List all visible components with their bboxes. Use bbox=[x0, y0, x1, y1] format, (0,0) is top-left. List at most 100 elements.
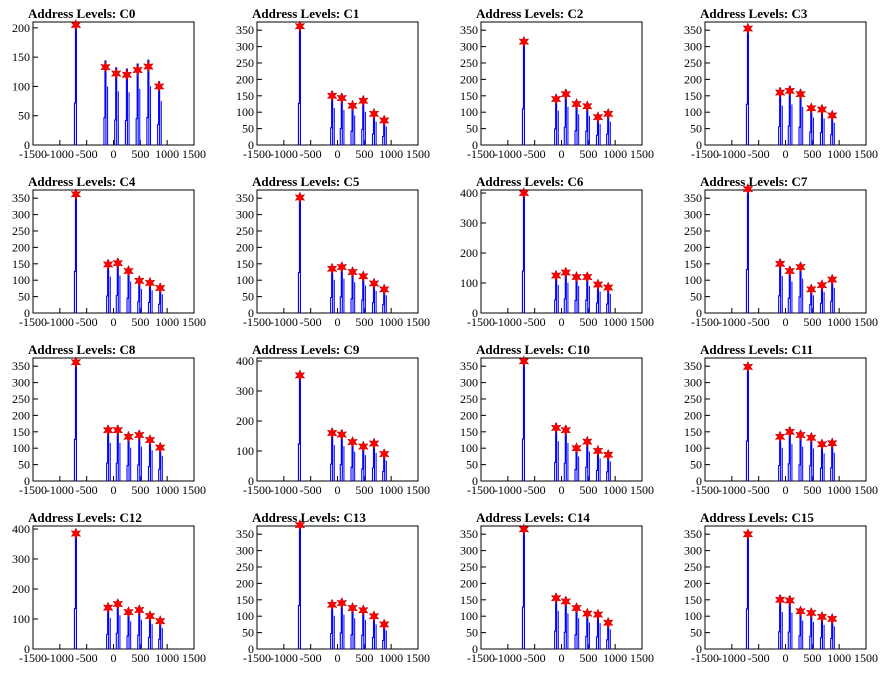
plot-frame bbox=[480, 357, 643, 482]
peak-marker bbox=[154, 441, 166, 454]
y-tick-label: 350 bbox=[236, 527, 254, 541]
x-tick-label: -1500 bbox=[691, 147, 719, 161]
peak-marker bbox=[805, 102, 817, 115]
peak-marker bbox=[336, 596, 348, 610]
spike-bar bbox=[330, 91, 334, 145]
peak-marker bbox=[784, 264, 796, 278]
y-tick-label: 250 bbox=[236, 224, 254, 238]
x-tick-label: 1500 bbox=[854, 315, 878, 329]
y-tick-label: 200 bbox=[236, 72, 254, 86]
peak-marker bbox=[805, 606, 817, 620]
spike-bar bbox=[778, 595, 782, 649]
peak-marker bbox=[774, 86, 786, 99]
chart-panel: Address Levels: C9 0 100 200 300 400 -1500-100… bbox=[236, 342, 430, 497]
peak-marker bbox=[795, 605, 806, 618]
x-tick-label: 1000 bbox=[379, 147, 403, 161]
x-tick-label: 0 bbox=[559, 315, 565, 329]
peak-marker bbox=[742, 22, 754, 35]
peak-marker bbox=[784, 84, 796, 98]
y-tick-label: 250 bbox=[236, 560, 254, 574]
peak-marker bbox=[347, 601, 358, 615]
x-tick-label: 1000 bbox=[827, 483, 851, 497]
y-tick-label: 100 bbox=[12, 612, 30, 626]
x-tick-label: 500 bbox=[579, 651, 597, 665]
chart-title: Address Levels: C4 bbox=[28, 174, 136, 189]
chart-panel: Address Levels: C3 0 50 100 150 200 250 300 350 -… bbox=[684, 6, 878, 161]
y-tick-label: 200 bbox=[460, 72, 478, 86]
y-tick-label: 200 bbox=[684, 408, 702, 422]
peak-marker bbox=[550, 269, 562, 282]
plot-frame bbox=[480, 525, 643, 650]
chart-panel: Address Levels: C14 0 50 100 150 200 250 300 350… bbox=[460, 510, 654, 665]
y-tick-label: 150 bbox=[460, 425, 478, 439]
peak-marker bbox=[112, 256, 124, 270]
y-tick-label: 50 bbox=[18, 290, 30, 304]
chart-panel: Address Levels: C7 0 50 100 150 200 250 300 350 -… bbox=[684, 174, 878, 329]
chart-title: Address Levels: C0 bbox=[28, 6, 135, 21]
peak-marker bbox=[326, 426, 338, 440]
plot-frame bbox=[256, 357, 419, 482]
y-tick-label: 150 bbox=[12, 257, 30, 271]
peak-marker bbox=[826, 612, 838, 625]
peak-marker bbox=[112, 424, 124, 437]
x-tick-label: -1500 bbox=[467, 147, 495, 161]
chart-panel: Address Levels: C4 0 50 100 150 200 250 300 350 -… bbox=[12, 174, 206, 329]
x-tick-label: 1500 bbox=[182, 315, 206, 329]
spike-bar bbox=[778, 259, 782, 313]
y-tick-label: 50 bbox=[466, 458, 478, 472]
chart-panel: Address Levels: C13 0 50 100 150 200 250 300 350… bbox=[236, 510, 430, 665]
spike-bar bbox=[798, 89, 802, 145]
x-tick-label: -1500 bbox=[19, 315, 47, 329]
x-tick-label: 500 bbox=[355, 651, 373, 665]
x-tick-label: -1500 bbox=[19, 651, 47, 665]
x-tick-label: -500 bbox=[524, 147, 546, 161]
spike-bar bbox=[157, 81, 161, 145]
x-tick-label: -500 bbox=[748, 651, 770, 665]
x-tick-label: 500 bbox=[803, 483, 821, 497]
chart-panel: Address Levels: C11 0 50 100 150 200 250 300 350… bbox=[684, 342, 878, 497]
x-tick-label: 1000 bbox=[155, 483, 179, 497]
spike-bar bbox=[73, 24, 77, 145]
plot-frame bbox=[480, 189, 643, 314]
x-tick-label: 1000 bbox=[379, 483, 403, 497]
y-tick-label: 50 bbox=[690, 626, 702, 640]
x-tick-label: -1000 bbox=[270, 147, 298, 161]
spike-bar bbox=[297, 374, 301, 481]
y-tick-label: 100 bbox=[236, 105, 254, 119]
spike-bar bbox=[745, 533, 749, 649]
x-tick-label: -1000 bbox=[46, 147, 74, 161]
peak-marker bbox=[294, 20, 306, 33]
x-tick-label: 1000 bbox=[827, 651, 851, 665]
peak-marker bbox=[368, 277, 380, 290]
x-tick-label: 1500 bbox=[854, 147, 878, 161]
y-tick-label: 50 bbox=[18, 109, 30, 123]
peak-marker bbox=[560, 88, 572, 101]
chart-panel: Address Levels: C10 0 50 100 150 200 250 300 350… bbox=[460, 342, 654, 497]
x-tick-label: -1500 bbox=[691, 651, 719, 665]
peak-marker bbox=[571, 601, 582, 615]
peak-marker bbox=[784, 594, 796, 607]
peak-marker bbox=[294, 518, 306, 532]
chart-panel: Address Levels: C5 0 50 100 150 200 250 300 350 -… bbox=[236, 174, 430, 329]
chart-panel: Address Levels: C6 0 100 200 300 400 -1500-100… bbox=[460, 174, 654, 329]
x-tick-label: -1000 bbox=[46, 315, 74, 329]
peak-marker bbox=[336, 428, 348, 441]
y-tick-label: 350 bbox=[236, 23, 254, 37]
y-tick-label: 0 bbox=[696, 642, 702, 656]
chart-title: Address Levels: C10 bbox=[476, 342, 590, 357]
y-tick-label: 250 bbox=[460, 56, 478, 70]
peak-marker bbox=[816, 278, 828, 292]
x-tick-label: 0 bbox=[335, 651, 341, 665]
peak-marker bbox=[112, 597, 124, 611]
peak-marker bbox=[742, 360, 754, 374]
x-tick-label: -500 bbox=[300, 651, 322, 665]
y-tick-label: 350 bbox=[684, 23, 702, 37]
chart-title: Address Levels: C3 bbox=[700, 6, 808, 21]
y-tick-label: 250 bbox=[684, 560, 702, 574]
spike-bar bbox=[114, 67, 118, 145]
peak-marker bbox=[784, 425, 796, 438]
y-tick-label: 350 bbox=[684, 359, 702, 373]
y-tick-label: 300 bbox=[460, 216, 478, 230]
peak-marker bbox=[70, 527, 82, 540]
peak-marker bbox=[102, 601, 114, 614]
